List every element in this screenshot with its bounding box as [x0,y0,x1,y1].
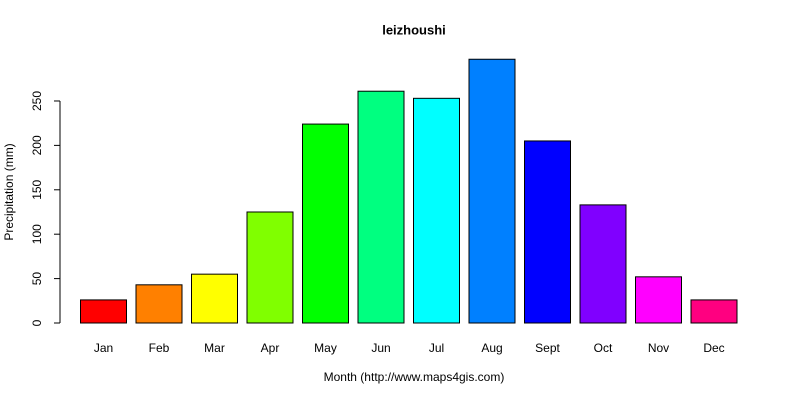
x-tick-label: Aug [481,341,502,355]
chart-title: leizhoushi [382,22,446,37]
x-tick-label: Sept [535,341,560,355]
x-tick-label: Dec [703,341,724,355]
bar [357,90,405,324]
bar [579,204,627,324]
y-tick-label: 150 [30,179,44,199]
bar [302,123,349,324]
x-tick-label: Oct [594,341,613,355]
x-tick-label: Mar [204,341,225,355]
y-tick-label: 50 [30,272,44,286]
bar [80,299,127,324]
y-tick-label: 250 [30,91,44,111]
bar [690,299,738,324]
y-tick-label: 0 [30,319,44,326]
x-tick-label: Jan [94,341,113,355]
bar [191,273,238,324]
y-axis-label: Precipitation (mm) [2,143,16,240]
bar [135,284,183,324]
x-axis-label: Month (http://www.maps4gis.com) [324,370,505,384]
x-tick-label: Jul [429,341,444,355]
x-tick-label: Nov [648,341,669,355]
bar [468,58,516,324]
bar [635,276,682,324]
y-tick-label: 200 [30,135,44,155]
bar [413,97,460,324]
x-tick-label: May [314,341,337,355]
x-tick-label: Jun [371,341,390,355]
x-tick-label: Feb [149,341,170,355]
bar [246,211,294,324]
y-tick-label: 100 [30,224,44,244]
x-tick-label: Apr [261,341,280,355]
bar [524,140,571,324]
